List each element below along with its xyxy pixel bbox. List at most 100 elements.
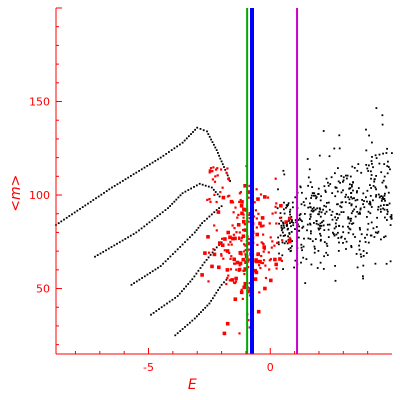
cloud-point	[362, 255, 365, 257]
cloud-point	[352, 181, 354, 184]
cloud-point	[328, 208, 331, 211]
red-point	[225, 249, 230, 253]
cloud-point	[337, 217, 339, 219]
band-1-point	[124, 238, 127, 240]
cloud-point	[309, 223, 312, 226]
red-point	[221, 186, 224, 189]
cloud-point	[383, 198, 386, 200]
red-point	[236, 223, 241, 227]
red-point	[262, 245, 266, 249]
red-point	[287, 216, 292, 221]
band-0-point	[219, 157, 222, 160]
cloud-point	[285, 204, 288, 206]
cloud-point	[319, 225, 321, 227]
band-0-point	[199, 128, 202, 130]
band-0-point	[157, 158, 159, 161]
cloud-point	[310, 209, 313, 212]
band-0-point	[188, 135, 190, 138]
cloud-point	[335, 233, 338, 236]
band-1-point	[143, 225, 146, 228]
cloud-point	[372, 227, 375, 230]
band-0-point	[79, 208, 81, 210]
cloud-point	[342, 225, 344, 228]
band-1-point	[110, 246, 113, 248]
cloud-point	[323, 255, 325, 258]
red-point	[255, 217, 258, 220]
red-point	[233, 297, 238, 301]
cloud-point	[348, 202, 351, 204]
cloud-point	[315, 220, 318, 222]
red-point	[256, 243, 259, 246]
cloud-point	[325, 242, 328, 245]
cloud-point	[365, 149, 368, 152]
cloud-point	[280, 229, 283, 232]
cloud-point	[306, 223, 309, 226]
red-point	[259, 266, 262, 270]
cloud-point	[377, 208, 379, 211]
cloud-point	[365, 164, 368, 166]
red-point	[271, 240, 274, 243]
cloud-point	[386, 210, 389, 213]
cloud-point	[334, 222, 337, 225]
cloud-point	[292, 206, 294, 209]
cloud-point	[337, 180, 340, 183]
band-1-point	[195, 184, 198, 187]
red-point	[206, 198, 209, 201]
red-point	[247, 241, 252, 246]
cloud-point	[349, 183, 351, 186]
cloud-point	[309, 222, 311, 225]
band-3-point	[166, 302, 168, 305]
cloud-point	[318, 154, 321, 157]
cloud-point	[370, 160, 373, 162]
cloud-point	[285, 206, 287, 209]
band-1-point	[132, 233, 135, 235]
cloud-point	[351, 223, 353, 225]
cloud-point	[317, 250, 320, 252]
cloud-point	[319, 199, 322, 202]
cloud-point	[380, 210, 382, 213]
cloud-point	[349, 217, 351, 220]
red-point	[262, 259, 266, 262]
cloud-point	[349, 220, 352, 222]
band-0-point	[206, 130, 208, 133]
cloud-point	[301, 220, 303, 223]
cloud-point	[342, 176, 345, 179]
cloud-point	[366, 189, 369, 192]
cloud-point	[369, 234, 372, 237]
cloud-point	[380, 171, 383, 174]
red-point	[258, 221, 262, 226]
band-2-point	[174, 250, 177, 253]
band-0-point	[143, 166, 146, 169]
band-4-point	[204, 306, 207, 309]
band-3-point	[176, 295, 179, 297]
cloud-point	[367, 210, 370, 213]
cloud-point	[310, 263, 313, 266]
red-point	[227, 243, 230, 246]
cloud-point	[319, 234, 322, 237]
red-point	[212, 248, 215, 251]
cloud-point	[347, 216, 350, 219]
red-point	[238, 236, 241, 239]
red-point	[261, 242, 264, 245]
cloud-point	[355, 205, 357, 208]
cloud-point	[386, 165, 389, 167]
cloud-point	[300, 261, 302, 264]
cloud-point	[375, 107, 378, 109]
band-1-point	[118, 241, 121, 244]
cloud-point	[283, 173, 286, 176]
red-point	[239, 204, 244, 208]
cloud-point	[359, 253, 362, 256]
red-point	[235, 231, 238, 234]
band-0-point	[140, 168, 143, 171]
red-point	[238, 231, 241, 234]
cloud-point	[292, 221, 295, 224]
band-0-point	[168, 151, 170, 153]
red-point	[213, 224, 216, 227]
band-1-point	[218, 195, 221, 198]
cloud-point	[350, 203, 353, 206]
band-2-point	[164, 260, 167, 263]
band-2-point	[201, 222, 203, 224]
cloud-point	[294, 228, 296, 230]
band-4-point	[198, 313, 200, 316]
band-4-point	[212, 297, 214, 300]
